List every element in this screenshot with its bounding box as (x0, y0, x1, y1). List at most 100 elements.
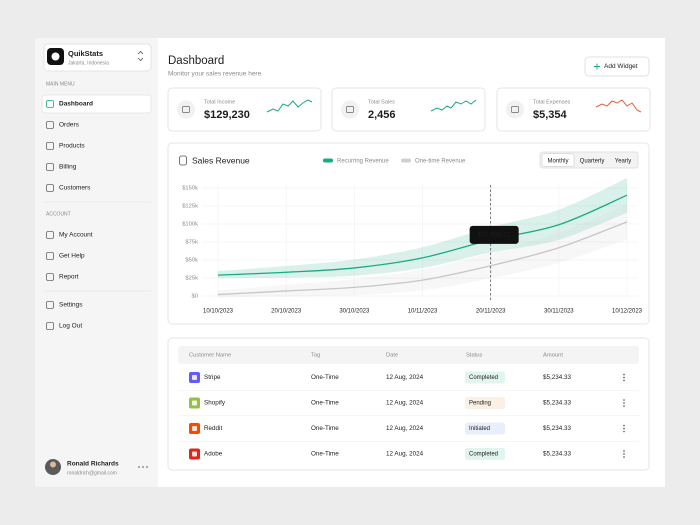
menu-item: Billing (59, 164, 77, 171)
y-tick-label: $150k (182, 186, 198, 192)
menu-item: Settings (59, 302, 83, 309)
menu-icon (46, 231, 54, 239)
amount: $5,234.33 (543, 400, 572, 407)
legend-swatch (401, 158, 411, 163)
stat-card (496, 87, 651, 132)
amount: $5,234.33 (543, 451, 572, 458)
date: 12 Aug, 2024 (386, 451, 424, 458)
chart-icon (179, 155, 187, 166)
menu-icon (46, 142, 54, 150)
customer-logo-mark (192, 375, 197, 380)
menu-item: My Account (59, 232, 93, 239)
status-pill (465, 371, 505, 384)
status: Completed (469, 375, 498, 381)
y-tick-label: $125k (182, 204, 198, 210)
menu-icon (46, 301, 54, 309)
brand-logo-mark (51, 52, 60, 61)
table-card (167, 337, 650, 471)
table-header-bg (178, 346, 639, 364)
amount: $5,234.33 (543, 374, 572, 381)
add-widget-button[interactable] (584, 56, 650, 77)
tag: One-Time (311, 374, 339, 381)
menu-section-title: ACCOUNT (46, 211, 71, 217)
tab-active-bg[interactable] (541, 153, 575, 167)
menu-item: Customers (59, 185, 91, 192)
status-pill (465, 422, 505, 435)
tab: Quarterly (580, 159, 605, 165)
x-tick-label: 10/12/2023 (612, 309, 643, 315)
menu-icon (46, 100, 54, 108)
y-tick-label: $100k (182, 222, 198, 228)
more-dot (138, 466, 140, 468)
menu-item: Report (59, 274, 79, 281)
menu-item: Dashboard (59, 101, 93, 108)
customer-name: Shopify (204, 400, 226, 407)
column-header: Tag (311, 353, 320, 359)
brand-name: QuikStats (68, 49, 103, 58)
chevron (137, 50, 144, 62)
row-menu-dot[interactable] (623, 427, 625, 430)
sparkline (430, 99, 477, 112)
row-menu-dot[interactable] (623, 453, 625, 455)
customer-name: Adobe (204, 451, 223, 458)
x-tick-label: 20/11/2023 (476, 309, 506, 315)
row-menu-dot[interactable] (623, 373, 625, 376)
row-menu-dot[interactable] (623, 399, 625, 401)
avatar-face (50, 461, 56, 468)
brand-switcher[interactable] (43, 43, 152, 72)
tab: Monthly (547, 159, 568, 165)
customer-logo-mark (192, 426, 197, 431)
brand-location: Jakarta, Indonesia (68, 60, 109, 66)
customer-name: Reddit (204, 425, 222, 432)
stat-value: $129,230 (204, 109, 250, 121)
status-pill (465, 397, 505, 409)
customer-logo-mark (192, 451, 197, 457)
status-pill (465, 448, 505, 460)
page-title: Dashboard (168, 55, 224, 67)
date: 12 Aug, 2024 (386, 425, 424, 432)
x-tick-label: 30/11/2023 (544, 309, 574, 315)
stat-icon-bg (177, 100, 195, 119)
row-menu-dot[interactable] (623, 424, 625, 427)
column-header: Status (466, 353, 483, 359)
menu-item: Orders (59, 122, 80, 129)
amount: $5,234.33 (543, 425, 572, 432)
menu-item: Log Out (59, 323, 82, 330)
sparkline (595, 99, 642, 113)
more-dot (142, 466, 144, 468)
stat-value: $5,354 (533, 109, 568, 121)
legend-label: Recurring Revenue (337, 159, 389, 165)
plus-icon (594, 63, 600, 70)
legend-label: One-time Revenue (415, 159, 466, 165)
menu-icon (46, 163, 54, 171)
row-menu-dot[interactable] (623, 405, 625, 407)
x-tick-label: 30/10/2023 (339, 309, 370, 315)
tag: One-Time (311, 425, 339, 432)
y-tick-label: $75k (185, 240, 198, 246)
x-tick-label: 10/11/2023 (408, 309, 438, 315)
column-header: Customer Name (189, 353, 231, 359)
tag: One-Time (311, 400, 339, 407)
column-header: Amount (543, 353, 563, 359)
tag: One-Time (311, 451, 339, 458)
row-menu-dot[interactable] (623, 379, 625, 382)
stat-value: 2,456 (368, 109, 396, 121)
stat-label: Total Sales (368, 99, 395, 105)
stat-card (331, 87, 486, 132)
row-menu-dot[interactable] (623, 376, 625, 379)
sparkline (266, 99, 313, 113)
stat-card (167, 87, 322, 132)
y-tick-label: $0 (192, 294, 198, 300)
row-menu-dot[interactable] (623, 430, 625, 433)
add-widget-label: Add Widget (604, 63, 638, 70)
status: Initiated (469, 426, 490, 432)
row-menu-dot[interactable] (623, 402, 625, 404)
menu-icon (46, 322, 54, 330)
row-menu-dot[interactable] (623, 450, 625, 452)
menu-icon (46, 184, 54, 192)
row-menu-dot[interactable] (623, 456, 625, 458)
confidence-band (218, 204, 627, 298)
series-line (217, 194, 628, 276)
date: 12 Aug, 2024 (386, 374, 424, 381)
user-email: ronaldrich@gmail.com (67, 470, 117, 476)
